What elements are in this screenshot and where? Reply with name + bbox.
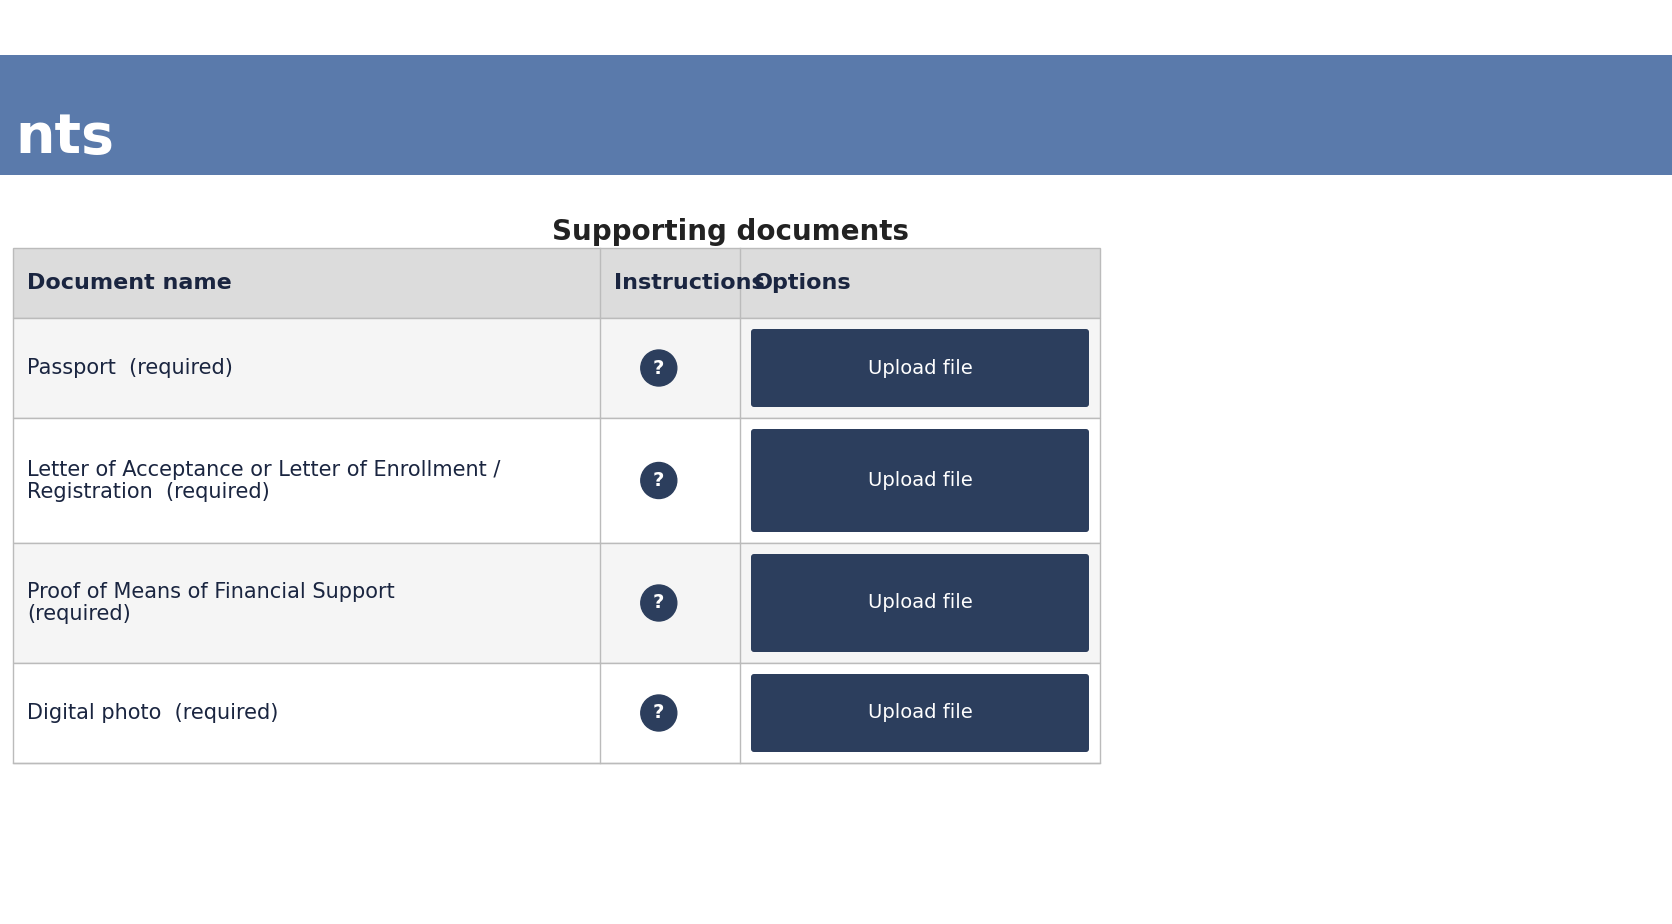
Bar [13, 248, 1100, 318]
Text: ?: ? [654, 359, 664, 378]
Bar [13, 543, 1100, 663]
Text: Document name: Document name [27, 273, 232, 293]
Text: Passport  (required): Passport (required) [27, 358, 232, 378]
Text: Proof of Means of Financial Support: Proof of Means of Financial Support [27, 582, 395, 602]
Text: ?: ? [654, 703, 664, 723]
Text: Upload file: Upload file [868, 471, 973, 490]
Text: Upload file: Upload file [868, 703, 973, 723]
FancyBboxPatch shape [751, 554, 1088, 652]
Circle shape [640, 695, 677, 731]
Text: (required): (required) [27, 604, 130, 624]
Circle shape [640, 585, 677, 621]
Text: Instructions: Instructions [614, 273, 764, 293]
Text: Digital photo  (required): Digital photo (required) [27, 703, 278, 723]
FancyBboxPatch shape [751, 674, 1088, 752]
Bar [13, 318, 1100, 418]
Circle shape [640, 463, 677, 499]
Text: ?: ? [654, 593, 664, 613]
FancyBboxPatch shape [751, 329, 1088, 407]
FancyBboxPatch shape [751, 429, 1088, 532]
Text: Upload file: Upload file [868, 359, 973, 378]
Text: ?: ? [654, 471, 664, 490]
Bar [0, 55, 1672, 175]
Text: nts: nts [15, 111, 114, 165]
Text: Letter of Acceptance or Letter of Enrollment /: Letter of Acceptance or Letter of Enroll… [27, 459, 500, 480]
Text: Options: Options [754, 273, 851, 293]
Text: Upload file: Upload file [868, 593, 973, 613]
Bar [13, 663, 1100, 763]
Circle shape [640, 350, 677, 386]
Text: Supporting documents: Supporting documents [552, 218, 910, 246]
Text: Registration  (required): Registration (required) [27, 481, 269, 502]
Bar [13, 418, 1100, 543]
